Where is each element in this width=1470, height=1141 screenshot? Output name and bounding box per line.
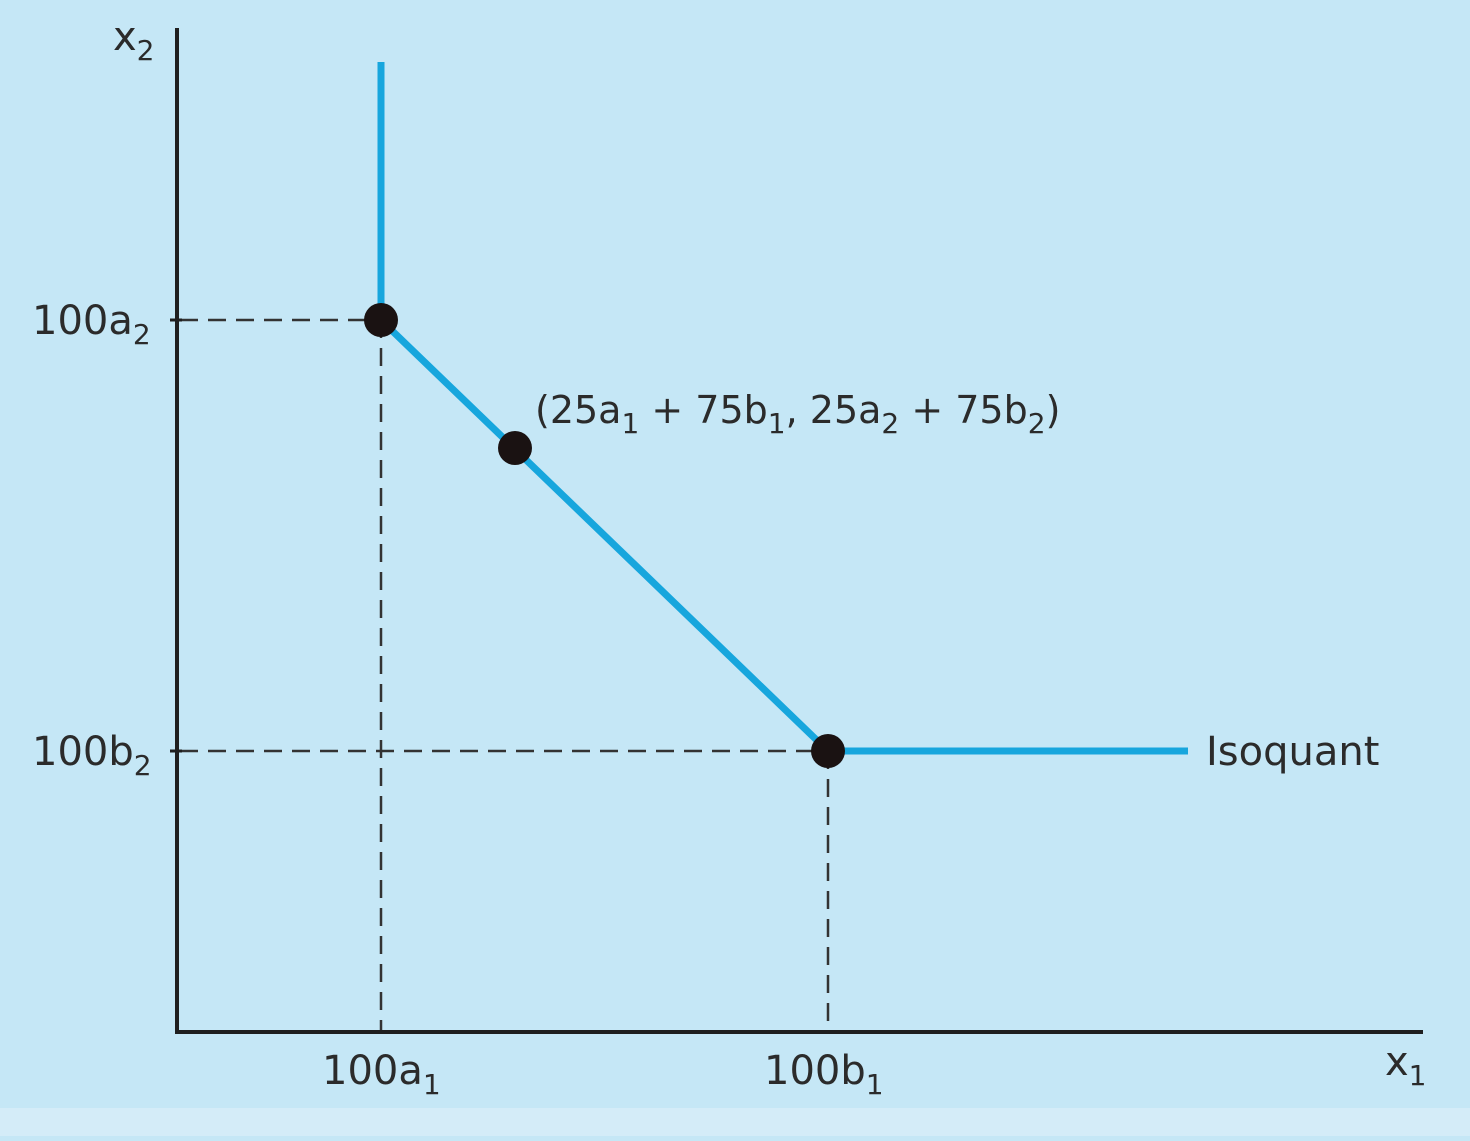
point-a	[364, 303, 398, 337]
isoquant-curve	[377, 62, 1188, 755]
bottom-strip	[0, 1108, 1470, 1136]
y-axis-label: x2	[113, 14, 155, 67]
y-tick-label-100b2: 100b2	[32, 729, 152, 782]
point-mix	[498, 431, 532, 465]
x-tick-label-100a1: 100a1	[322, 1048, 441, 1101]
isoquant-label: Isoquant	[1206, 729, 1379, 775]
mix-point-label: (25a1 + 75b1, 25a2 + 75b2)	[535, 388, 1060, 440]
y-tick-label-100a2: 100a2	[32, 298, 151, 351]
point-b	[811, 734, 845, 768]
x-tick-label-100b1: 100b1	[764, 1048, 884, 1101]
x-axis-label: x1	[1385, 1039, 1427, 1092]
